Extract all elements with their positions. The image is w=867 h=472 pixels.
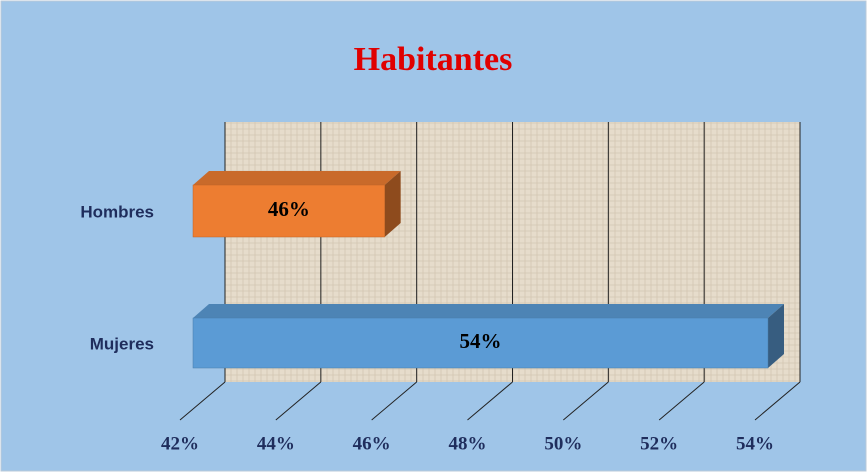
bar [192,184,385,238]
floor-line [467,381,513,421]
y-tick-label: Mujeres [90,334,154,353]
x-tick-label: 46% [353,433,391,454]
x-tick-label: 52% [640,433,678,454]
x-tick-label: 42% [161,433,199,454]
data-label: 54% [460,329,502,353]
x-tick-label: 54% [736,433,774,454]
x-tick-label: 50% [544,433,582,454]
chart-title: Habitantes [354,41,513,78]
x-tick-label: 48% [449,433,487,454]
floor-line [754,381,801,421]
bar-top [193,304,784,318]
floor-line [371,381,417,421]
floor-line [275,381,322,421]
bar [192,317,769,369]
x-tick-label: 44% [257,433,295,454]
bar-side [384,171,401,237]
bar-top [193,171,401,185]
floor-line [563,381,609,421]
y-tick-label: Hombres [80,202,154,221]
floor-line [658,381,705,421]
floor-line [179,381,226,421]
data-label: 46% [268,197,310,221]
bar-side [768,304,784,368]
